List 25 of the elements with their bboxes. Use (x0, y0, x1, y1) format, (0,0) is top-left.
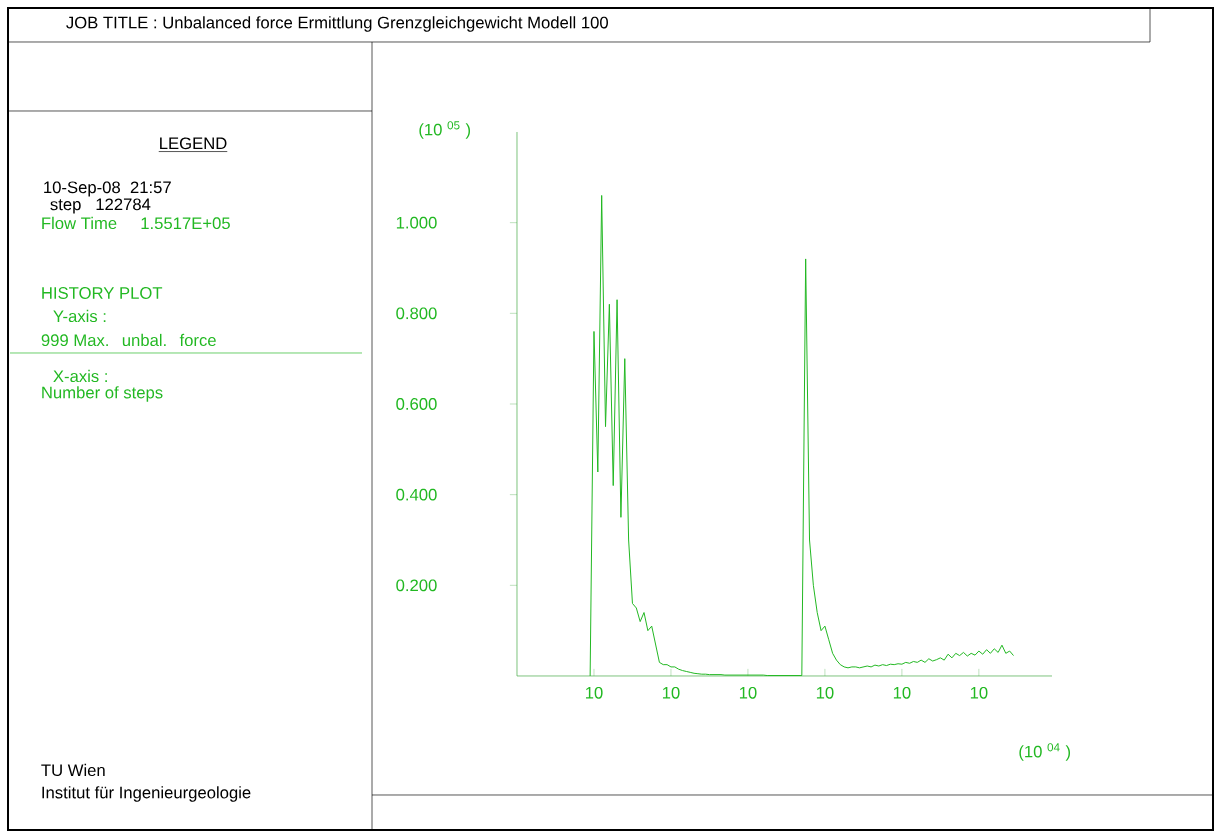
y-tick-label: 1.000 (396, 216, 437, 229)
text: TU Wien (41, 763, 105, 777)
text: 999 Max. unbal. force (41, 333, 216, 347)
text: JOB TITLE : Unbalanced force Ermittlung Grenzgleichgewicht Modell 100 (66, 16, 609, 32)
y-tick-label: 0.200 (396, 579, 437, 592)
x-tick-label: 10 (893, 686, 911, 699)
x-tick-label: 10 (816, 686, 834, 699)
y-axis-title: (10 $^{05}$ ) (419, 121, 471, 139)
text: Number of steps (42, 386, 163, 402)
text: Y-axis : (53, 309, 106, 323)
y-tick-label: 0.800 (396, 307, 437, 320)
text: 10-Sep-08 21:57 (44, 181, 171, 197)
text: HISTORY PLOT (42, 287, 163, 299)
x-tick-label: 10 (662, 686, 680, 699)
text: Institut für Ingenieurgeologie (42, 786, 251, 802)
x-tick-label: 10 (585, 686, 603, 699)
x-axis-title: (10 $^{04}$ ) (1019, 743, 1071, 761)
x-tick-label: 10 (739, 686, 757, 699)
x-tick-label: 10 (970, 686, 988, 699)
text: X-axis : (53, 369, 107, 383)
text: step 122784 (50, 198, 151, 214)
y-tick-label: 0.400 (396, 488, 437, 501)
y-tick-label: 0.600 (396, 398, 437, 410)
text: LEGEND (160, 137, 227, 150)
text: Flow Time 1.5517E+05 (42, 216, 230, 230)
